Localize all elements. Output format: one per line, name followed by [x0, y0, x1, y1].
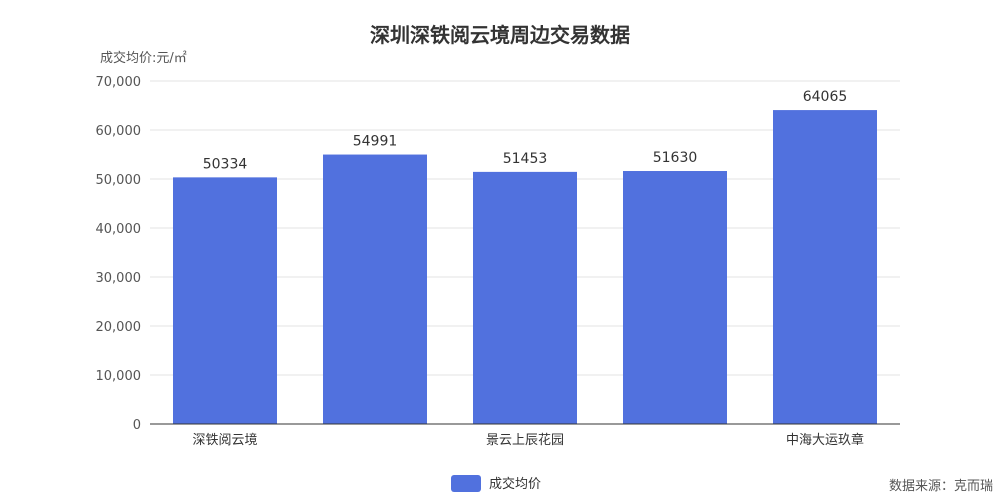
bar[interactable] — [773, 110, 877, 425]
x-axis-labels: 深铁阅云境 景云上辰花园 中海大运玖章 — [192, 432, 864, 448]
y-axis-unit-label: 成交均价:元/㎡ — [100, 50, 187, 66]
legend-label[interactable]: 成交均价 — [489, 476, 541, 492]
y-tick-label: 40,000 — [96, 222, 142, 237]
legend-swatch[interactable] — [451, 475, 481, 492]
bars — [173, 110, 877, 425]
data-labels: 50334 54991 51453 51630 64065 — [203, 89, 848, 172]
data-label: 51630 — [653, 150, 698, 166]
bar[interactable] — [623, 171, 727, 424]
y-tick-label: 60,000 — [96, 124, 142, 139]
data-label: 54991 — [353, 134, 398, 150]
bar[interactable] — [323, 154, 427, 424]
y-tick-label: 0 — [133, 418, 141, 433]
y-tick-label: 30,000 — [96, 271, 142, 286]
legend[interactable]: 成交均价 — [451, 475, 541, 492]
y-axis-ticks: 0 10,000 20,000 30,000 40,000 50,000 60,000 70,… — [96, 75, 142, 433]
data-label: 51453 — [503, 151, 548, 167]
y-tick-label: 20,000 — [96, 320, 142, 335]
data-label: 50334 — [203, 156, 248, 172]
bar[interactable] — [173, 177, 277, 424]
x-tick-label: 景云上辰花园 — [486, 432, 564, 448]
x-tick-label: 中海大运玖章 — [786, 432, 864, 448]
data-label: 64065 — [803, 89, 848, 105]
y-tick-label: 70,000 — [96, 75, 142, 90]
y-tick-label: 10,000 — [96, 369, 142, 384]
data-source: 数据来源：克而瑞 — [889, 479, 993, 494]
bar[interactable] — [473, 171, 577, 424]
y-tick-label: 50,000 — [96, 173, 142, 188]
chart-title: 深圳深铁阅云境周边交易数据 — [370, 23, 630, 47]
x-tick-label: 深铁阅云境 — [192, 433, 257, 448]
